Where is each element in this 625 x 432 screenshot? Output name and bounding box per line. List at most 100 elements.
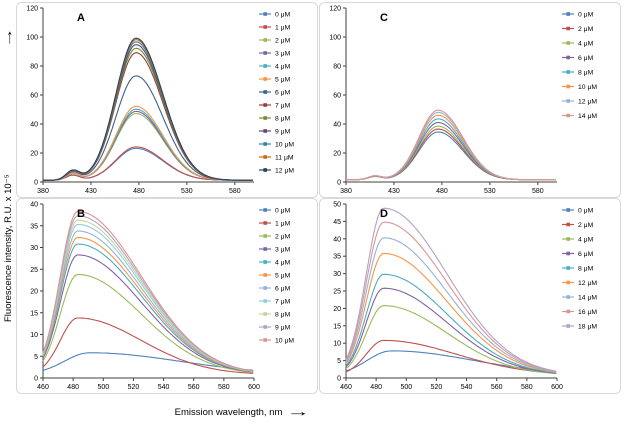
svg-text:20: 20 (333, 151, 341, 158)
svg-text:530: 530 (181, 188, 193, 195)
panel-letter-A: A (77, 12, 85, 24)
svg-text:380: 380 (37, 188, 49, 195)
legend-marker-icon (263, 312, 267, 316)
svg-text:60: 60 (30, 93, 38, 100)
legend: 0 μM 1 μM 2 μM 3 μM 4 μM 5 μM 6 μM 7 μM 8 μM 9 μM… (259, 11, 294, 174)
legend-marker-icon (263, 103, 267, 107)
legend-marker-icon (566, 55, 570, 60)
svg-text:40: 40 (333, 236, 341, 243)
svg-text:80: 80 (30, 64, 38, 71)
legend-marker-icon (566, 309, 570, 314)
svg-text:560: 560 (491, 384, 503, 391)
series-lines (346, 109, 556, 181)
panel-letter-C: C (380, 12, 388, 24)
legend-marker-icon (566, 12, 570, 16)
series-line-10μM (42, 210, 254, 372)
svg-text:480: 480 (67, 384, 79, 391)
series-line-2μM (42, 273, 254, 373)
series-lines (345, 207, 557, 375)
legend-label: 16 μM (578, 309, 597, 316)
series-line-16μM (345, 221, 557, 373)
y-axis-arrow-icon: → (0, 27, 15, 48)
legend: 0 μM 2 μM 4 μM 6 μM 8 μM 10 μM 12 μM 14 μM (562, 11, 597, 120)
legend-marker-icon (566, 99, 570, 103)
svg-text:0: 0 (34, 180, 38, 187)
legend-marker-icon (566, 26, 570, 31)
legend-marker-icon (566, 295, 570, 299)
legend-label: 5 μM (275, 76, 291, 83)
y-axis-label-block: → Fluorescence intensity, R.U. x 10⁻⁵ (0, 0, 16, 400)
legend-label: 0 μM (275, 207, 291, 214)
axes (40, 7, 254, 185)
series-lines (42, 210, 254, 374)
svg-text:20: 20 (333, 306, 341, 313)
legend: 0 μM 1 μM 2 μM 3 μM 4 μM 5 μM 6 μM 7 μM 8 μM 9 μM… (259, 207, 294, 344)
svg-text:120: 120 (26, 6, 38, 13)
tick-labels: 460 480 500 520 540 560 580 600 0 5 10 15 20 25 30 35 40 (30, 202, 260, 392)
svg-text:480: 480 (133, 188, 145, 195)
legend-label: 3 μM (275, 50, 291, 57)
panel-grid: 380 430 480 530 580 0 20 40 60 80 100 120 0 μM 1 μM 2 … (16, 2, 622, 398)
legend-marker-icon (263, 247, 267, 251)
svg-text:540: 540 (158, 384, 170, 391)
legend-label: 10 μM (275, 337, 294, 344)
legend-label: 4 μM (275, 259, 291, 266)
legend-label: 6 μM (578, 55, 594, 62)
panel-C: 380 430 480 530 580 0 20 40 60 80 100 120 0 μM 2 μM 4 … (319, 2, 621, 198)
legend-label: 3 μM (275, 246, 291, 253)
axes (40, 203, 255, 381)
svg-text:5: 5 (34, 354, 38, 361)
axes (343, 203, 558, 381)
series-line-14μM (346, 109, 556, 181)
legend-label: 8 μM (275, 311, 291, 318)
series-lines (43, 37, 254, 181)
legend-label: 6 μM (578, 251, 594, 258)
legend-label: 10 μM (275, 141, 294, 148)
svg-text:40: 40 (30, 122, 38, 129)
svg-text:35: 35 (30, 223, 38, 230)
legend-label: 1 μM (275, 24, 291, 31)
svg-text:20: 20 (30, 289, 38, 296)
series-line-0μM (345, 350, 557, 373)
series-line-12μM (43, 37, 253, 181)
panel-A: 380 430 480 530 580 0 20 40 60 80 100 120 0 μM 1 μM 2 … (16, 2, 318, 198)
svg-text:30: 30 (30, 245, 38, 252)
svg-text:520: 520 (128, 384, 140, 391)
chart-A: 380 430 480 530 580 0 20 40 60 80 100 120 0 μM 1 μM 2 … (16, 2, 318, 198)
y-axis-label: Fluorescence intensity, R.U. x 10⁻⁵ (3, 174, 14, 322)
legend-marker-icon (566, 266, 570, 270)
legend-marker-icon (263, 64, 267, 68)
legend-label: 8 μM (578, 69, 594, 76)
series-line-0μM (42, 352, 254, 371)
legend-marker-icon (566, 113, 570, 118)
svg-text:10: 10 (30, 332, 38, 339)
panel-D: 460 480 500 520 540 560 580 600 0 5 10 15 20 25 30 35 40… (319, 198, 621, 394)
svg-text:600: 600 (248, 384, 260, 391)
legend-marker-icon (566, 70, 570, 74)
legend-label: 11 μM (275, 154, 294, 161)
legend-label: 6 μM (275, 89, 291, 96)
legend-marker-icon (263, 142, 267, 146)
series-line-4μM (345, 305, 557, 375)
axes (343, 7, 557, 185)
svg-text:0: 0 (337, 376, 341, 383)
chart-B: 460 480 500 520 540 560 580 600 0 5 10 15 20 25 30 35 40… (16, 198, 318, 394)
legend-marker-icon (263, 208, 267, 212)
legend-label: 1 μM (275, 220, 291, 227)
legend-label: 14 μM (578, 294, 597, 301)
legend-marker-icon (263, 234, 267, 238)
legend-marker-icon (263, 338, 267, 342)
legend-label: 14 μM (578, 113, 597, 120)
legend-label: 9 μM (275, 128, 291, 135)
legend-label: 6 μM (275, 285, 291, 292)
svg-text:35: 35 (333, 254, 341, 261)
panel-B: 460 480 500 520 540 560 580 600 0 5 10 15 20 25 30 35 40… (16, 198, 318, 394)
svg-text:580: 580 (521, 384, 533, 391)
chart-frame (319, 2, 621, 198)
x-axis-label: Emission wavelength, nm (174, 407, 283, 418)
legend-marker-icon (263, 168, 267, 172)
legend-label: 2 μM (578, 26, 594, 33)
svg-text:0: 0 (337, 180, 341, 187)
svg-text:25: 25 (30, 267, 38, 274)
